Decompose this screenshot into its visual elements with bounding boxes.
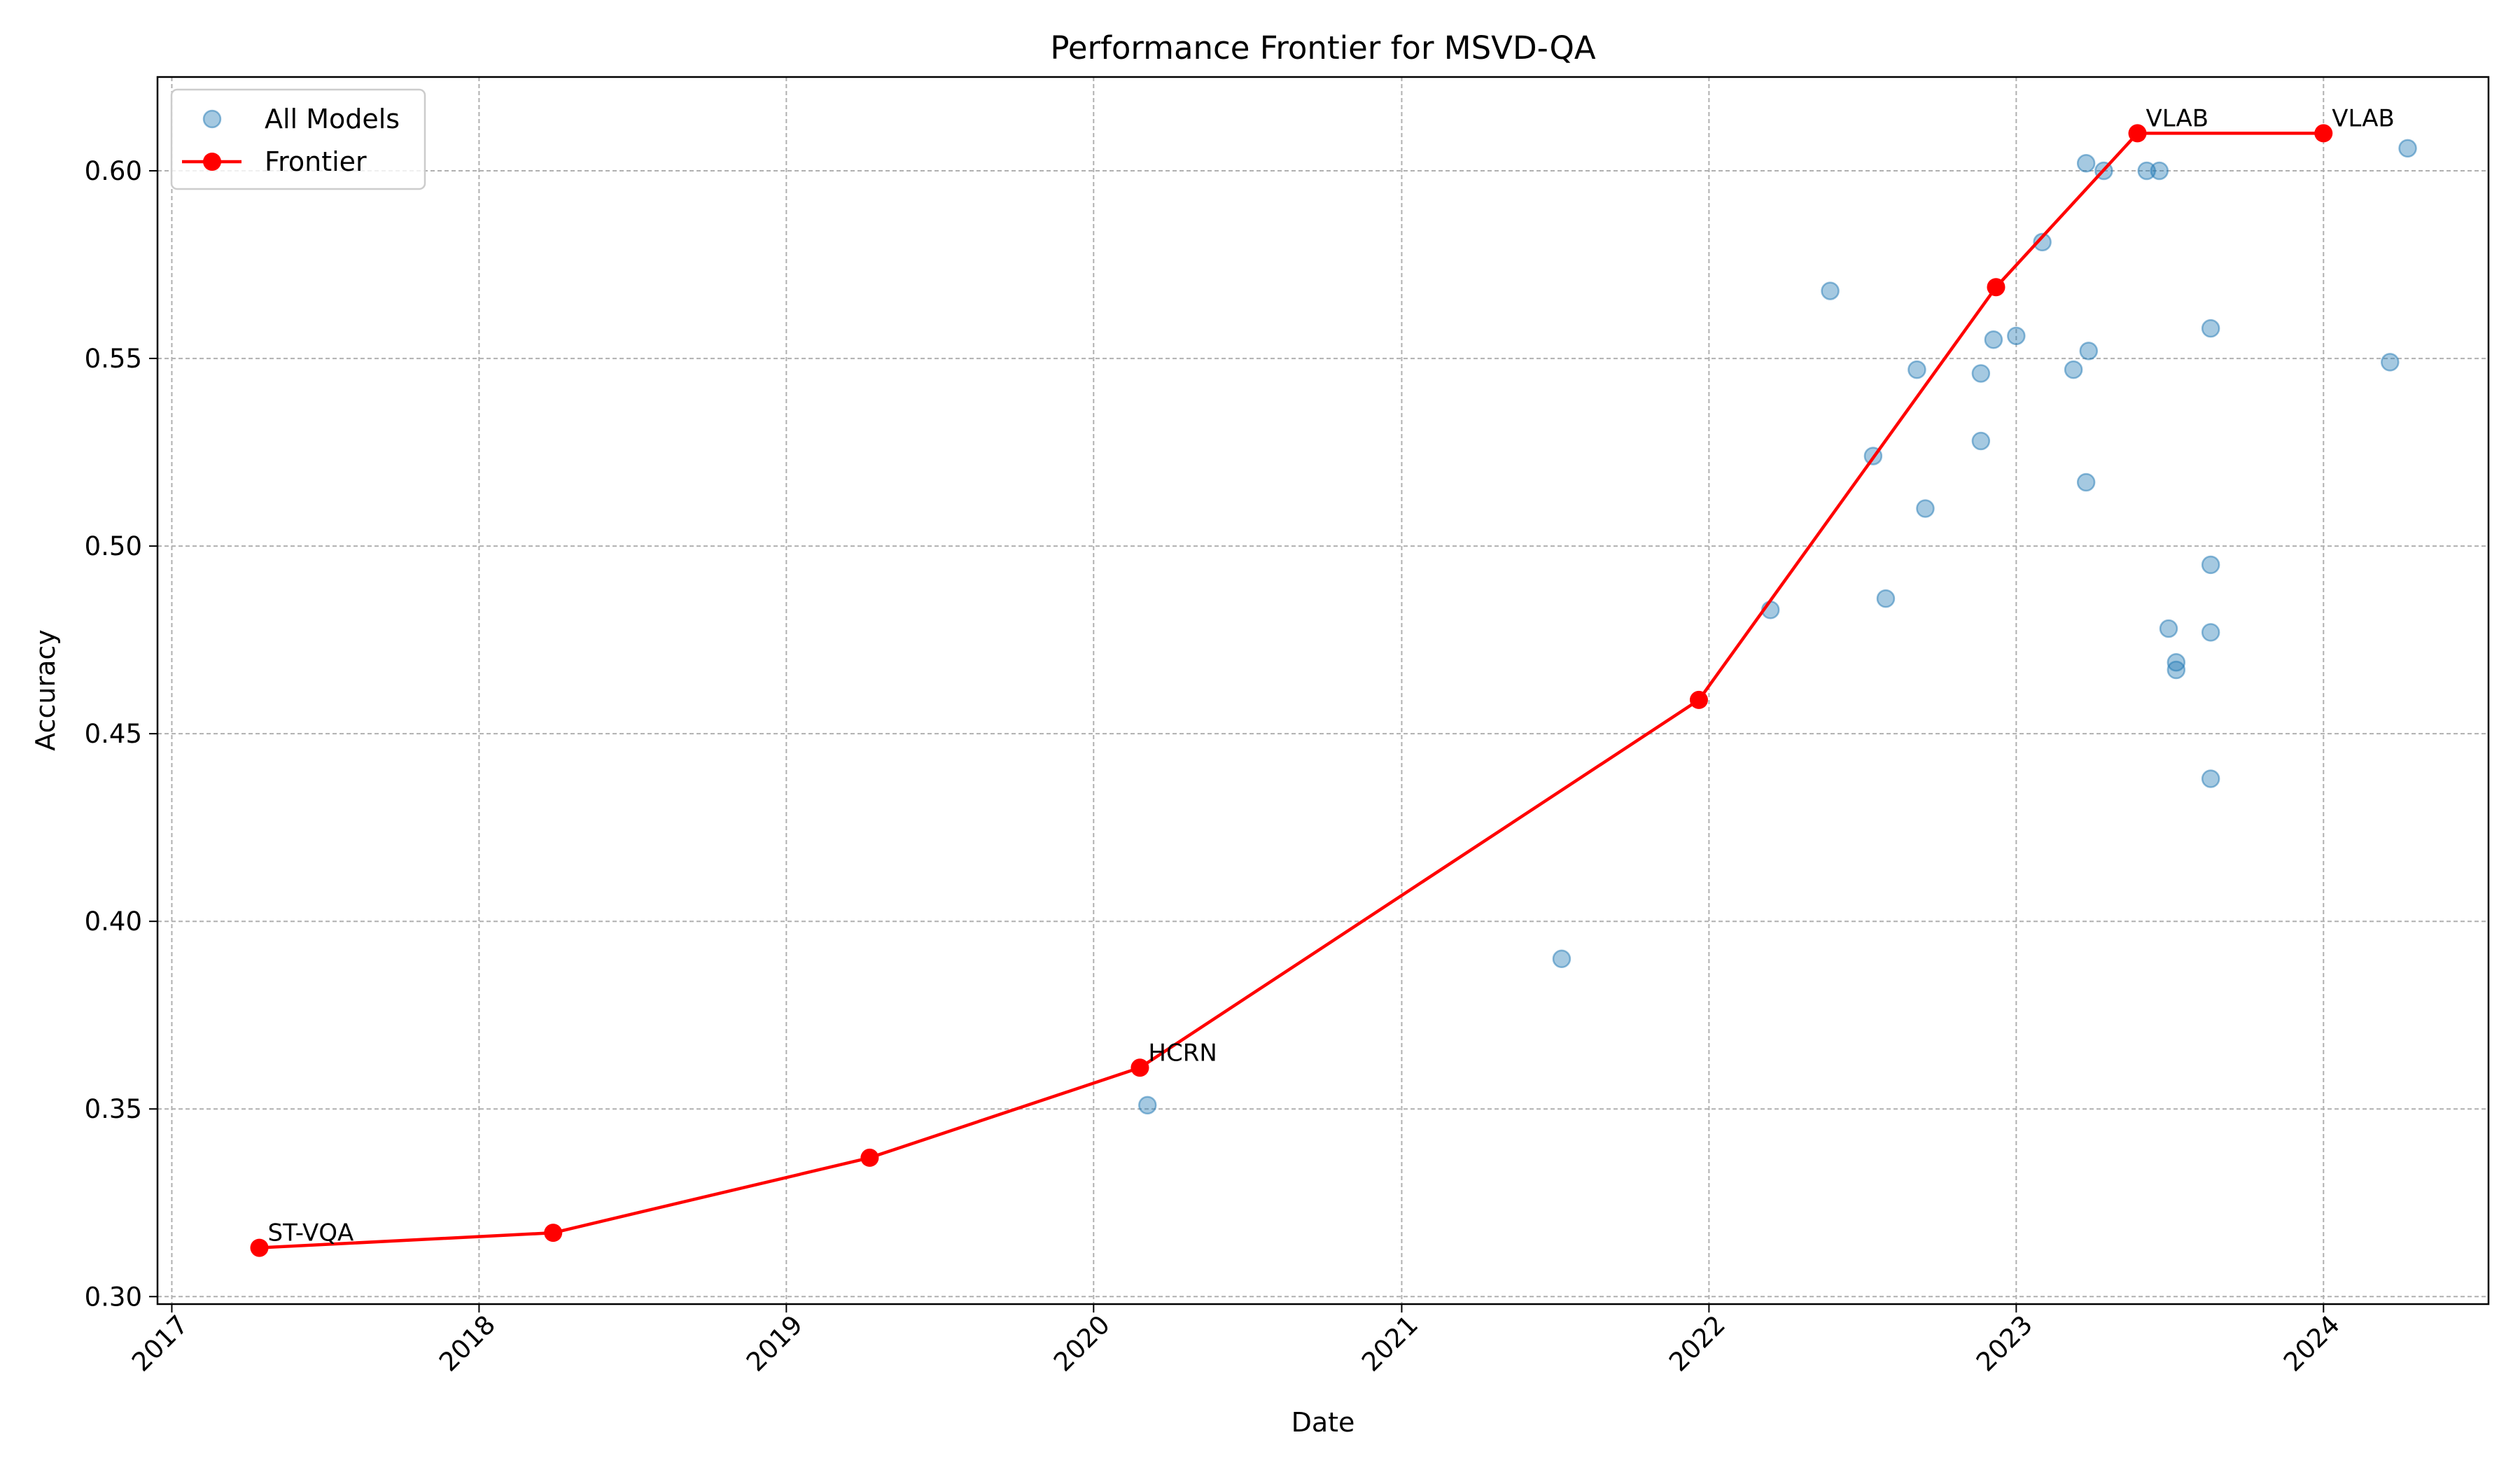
y-tick-label: 0.55 xyxy=(85,344,142,374)
all-models-point xyxy=(1876,589,1896,608)
all-models-series xyxy=(1138,139,2417,1115)
all-models-point xyxy=(2398,139,2417,158)
frontier-point-label: VLAB xyxy=(2146,104,2209,132)
all-models-point xyxy=(1971,431,1991,451)
frontier-point xyxy=(860,1148,879,1167)
grid xyxy=(158,77,2488,1304)
all-models-point xyxy=(2064,360,2083,379)
all-models-point xyxy=(2033,232,2052,252)
y-tick-label: 0.50 xyxy=(85,531,142,561)
chart-title: Performance Frontier for MSVD-QA xyxy=(1050,29,1596,66)
legend-marker-frontier xyxy=(203,153,221,171)
y-tick-label: 0.60 xyxy=(85,156,142,186)
legend-marker-all-models xyxy=(202,109,222,129)
all-models-point xyxy=(2381,353,2400,372)
all-models-point xyxy=(1907,360,1926,379)
y-tick-label: 0.45 xyxy=(85,719,142,749)
frontier-point-label: HCRN xyxy=(1148,1039,1217,1067)
frontier-point xyxy=(544,1224,563,1242)
legend-box xyxy=(170,88,426,190)
all-models-point xyxy=(2201,318,2220,338)
y-tick-label: 0.30 xyxy=(85,1282,142,1312)
legend-label-all-models: All Models xyxy=(265,104,400,134)
frontier-line xyxy=(259,132,2324,1250)
all-models-point xyxy=(1821,281,1840,300)
all-models-point xyxy=(1971,364,1991,383)
frontier-point xyxy=(1130,1058,1149,1077)
y-axis-ticks: 0.30 0.35 0.40 0.45 0.50 0.55 0.60 xyxy=(85,156,158,1312)
y-tick-label: 0.40 xyxy=(85,906,142,937)
frontier-annotations: ST-VQA HCRN VLAB VLAB xyxy=(268,104,2395,1247)
all-models-point xyxy=(2159,619,2178,638)
frontier-point xyxy=(1689,690,1708,709)
all-models-point xyxy=(2150,161,2169,181)
all-models-point xyxy=(2201,769,2220,788)
legend: All Models Frontier xyxy=(170,88,426,190)
plot-frame xyxy=(156,76,2490,1306)
all-models-point xyxy=(1552,949,1572,969)
legend-label-frontier: Frontier xyxy=(265,146,367,177)
frontier-point-label: ST-VQA xyxy=(268,1219,354,1247)
x-axis-label: Date xyxy=(1292,1407,1355,1438)
frontier-point xyxy=(2314,124,2333,143)
frontier-point xyxy=(250,1238,269,1257)
all-models-point xyxy=(1984,330,2003,349)
y-axis-label: Accuracy xyxy=(30,629,61,751)
all-models-point xyxy=(2166,660,2186,680)
all-models-point xyxy=(2201,555,2220,575)
all-models-point xyxy=(1138,1096,1157,1115)
all-models-point xyxy=(2076,472,2096,492)
all-models-point xyxy=(2201,623,2220,642)
frontier-point xyxy=(2128,124,2147,143)
all-models-point xyxy=(2137,161,2156,181)
frontier-point-label: VLAB xyxy=(2332,104,2395,132)
all-models-point xyxy=(2079,342,2099,360)
all-models-point xyxy=(2166,653,2186,672)
all-models-point xyxy=(2007,326,2026,346)
frontier-point xyxy=(1987,278,2005,297)
frontier-series xyxy=(250,124,2333,1257)
y-tick-label: 0.35 xyxy=(85,1094,142,1124)
all-models-point xyxy=(2076,154,2096,173)
all-models-point xyxy=(1916,499,1935,518)
